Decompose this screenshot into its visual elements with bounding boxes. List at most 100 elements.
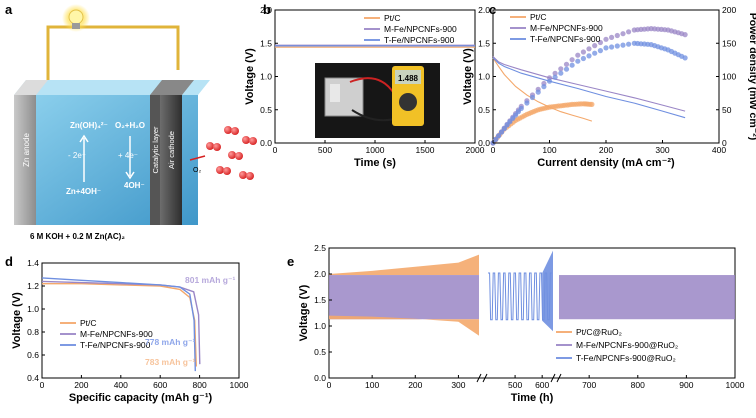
chart-b-ytick-label: 1.0 — [260, 72, 272, 82]
chart-e-ytick-label: 1.5 — [314, 295, 326, 305]
chart-d-xtick-label: 200 — [74, 380, 88, 390]
power-density-point — [518, 105, 524, 111]
axis-break-mark — [550, 373, 556, 383]
chart-e-xtick-label: 100 — [365, 380, 379, 390]
panel-b: b 0 500 1000 1500 2000 0.0 0.5 1.0 1.5 2.0 Time (s… — [244, 2, 485, 169]
air-cathode-plate — [160, 95, 182, 225]
axis-break-gap — [553, 248, 559, 378]
chart-e-xtick-label: 800 — [631, 380, 645, 390]
chart-b-ytick-label: 2.0 — [260, 5, 272, 15]
power-density-point — [496, 133, 502, 139]
chart-d-ytick-label: 1.0 — [27, 304, 39, 314]
cycling-band-mfe-2 — [553, 275, 735, 320]
chart-b-legend-label: T-Fe/NPCNFs-900 — [384, 35, 455, 45]
chart-e-legend-label: Pt/C@RuO₂ — [576, 327, 622, 337]
cycling-band-mfe-1 — [329, 275, 480, 320]
chart-d-ylabel: Voltage (V) — [11, 292, 23, 349]
chart-e-ytick-label: 0.5 — [314, 347, 326, 357]
bulb-base — [72, 23, 80, 29]
chart-e-ytick-label: 2.5 — [314, 243, 326, 253]
chart-e-xtick-label: 500 — [508, 380, 522, 390]
polarization-curve-2 — [492, 56, 686, 112]
chart-c-y2tick-label: 50 — [722, 105, 732, 115]
chart-c-legend-label: Pt/C — [530, 12, 547, 22]
electrolyte-label: 6 M KOH + 0.2 M Zn(AC)₂ — [30, 232, 125, 241]
power-density-point — [580, 49, 587, 55]
chart-c: 0 100 200 300 400 0.0 0.5 1.0 1.5 2.0 Current dens… — [462, 5, 756, 169]
chart-d-ytick-label: 1.4 — [27, 258, 39, 268]
power-density-point — [535, 89, 541, 95]
chart-d-xtick-label: 400 — [114, 380, 128, 390]
axis-break-mark — [556, 373, 562, 383]
chart-c-ytick-label: 1.5 — [478, 38, 490, 48]
panel-e-letter: e — [287, 254, 294, 269]
chart-e-legend-label: T-Fe/NPCNFs-900@RuO₂ — [576, 353, 676, 363]
circuit-wire — [46, 25, 180, 80]
air-cathode-label: Air cathode — [167, 131, 176, 169]
chart-c-y2tick-label: 150 — [722, 38, 736, 48]
chart-e-ytick-label: 2.0 — [314, 269, 326, 279]
power-density-point — [626, 29, 632, 35]
multimeter-reading: 1.488 — [398, 74, 419, 83]
power-density-point — [614, 43, 620, 49]
panel-e: e 0 100 200 300 500 600 700 800 900 1000 0.0 0.5 1.0… — [287, 243, 745, 404]
chart-e-ytick-label: 1.0 — [314, 321, 326, 331]
chart-c-ytick-label: 2.0 — [478, 5, 490, 15]
power-density-point — [586, 46, 592, 52]
chart-e-xtick-label: 300 — [451, 380, 465, 390]
power-density-point — [498, 129, 505, 135]
annotation-mfe-capacity: 801 mAh g⁻¹ — [185, 275, 235, 285]
lightbulb-icon — [68, 9, 84, 25]
power-density-point — [493, 136, 499, 142]
panel-a: a Zn anode Catalytic layer Air cathode Z… — [5, 2, 257, 241]
axis-break-mark — [476, 373, 482, 383]
discharge-curve-1 — [42, 283, 197, 367]
chart-c-y2tick-label: 200 — [722, 5, 736, 15]
catalytic-layer-plate — [150, 95, 160, 225]
power-density-point — [682, 55, 688, 61]
anode-arrow-head — [79, 134, 89, 143]
chart-d-xtick-label: 800 — [193, 380, 207, 390]
power-density-point — [501, 126, 507, 132]
chart-c-xlabel: Current density (mA cm⁻²) — [537, 157, 675, 169]
multimeter-display — [395, 70, 421, 84]
air-cathode-top — [150, 80, 194, 95]
multimeter-dial — [399, 93, 417, 111]
zn-anode-top — [14, 80, 48, 95]
power-density-point — [620, 42, 626, 48]
chart-d-legend-label: M-Fe/NPCNFs-900 — [80, 329, 153, 339]
chart-e-xtick-label: 200 — [408, 380, 422, 390]
power-density-point — [546, 78, 553, 84]
plus-4e-label: + 4e⁻ — [118, 151, 138, 160]
chart-b: 0 500 1000 1500 2000 0.0 0.5 1.0 1.5 2.0 Time (s) V… — [244, 5, 485, 169]
chart-c-ylabel: Voltage (V) — [462, 48, 474, 105]
catalytic-layer-label: Catalytic layer — [151, 126, 160, 174]
zn-4oh-label: Zn+4OH⁻ — [66, 187, 101, 196]
chart-b-xtick-label: 500 — [318, 145, 332, 155]
chart-b-legend-label: Pt/C — [384, 13, 401, 23]
panel-d: d 0 200 400 600 800 1000 0.4 0.6 0.8 1.0 1.2 1.4 Spe… — [5, 254, 249, 404]
chart-e: 0 100 200 300 500 600 700 800 900 1000 0.0 0.5 1.0 1.… — [298, 243, 745, 404]
panel-d-letter: d — [5, 254, 13, 269]
cycling-envelope-ptc-charge — [329, 254, 480, 275]
chart-d-xtick-label: 0 — [40, 380, 45, 390]
power-density-point — [586, 53, 592, 59]
chart-e-xtick-label: 900 — [679, 380, 693, 390]
chart-c-ytick-label: 0.5 — [478, 105, 490, 115]
o2-h2o-label: O₂+H₂O — [115, 121, 145, 130]
power-density-point — [603, 45, 609, 51]
power-density-point — [552, 74, 558, 80]
chart-c-y2tick-label: 0 — [722, 138, 727, 148]
power-density-point — [569, 57, 575, 63]
chart-c-ytick-label: 1.0 — [478, 72, 490, 82]
power-density-point — [603, 36, 609, 42]
chart-c-xtick-label: 300 — [655, 145, 669, 155]
chart-d-ytick-label: 1.2 — [27, 281, 39, 291]
power-density-point — [592, 43, 598, 49]
chart-b-xlabel: Time (s) — [354, 157, 396, 169]
discharge-curve-3 — [41, 277, 196, 372]
power-density-point — [575, 52, 581, 58]
o2-arrow — [189, 155, 206, 161]
chart-c-legend-label: M-Fe/NPCNFs-900 — [530, 23, 603, 33]
